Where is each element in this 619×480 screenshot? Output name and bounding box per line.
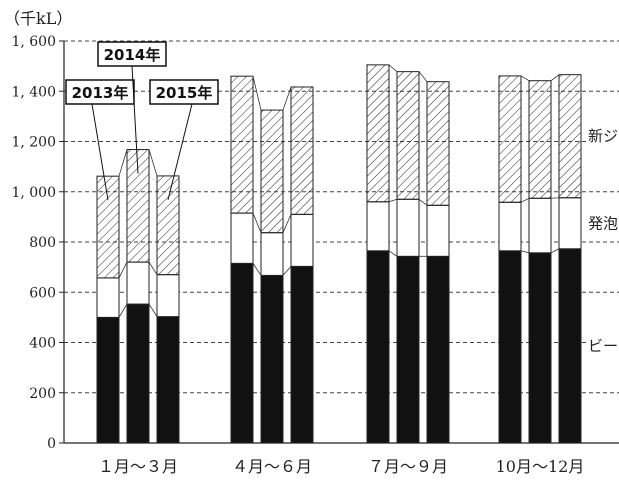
- bar-segment: [498, 201, 522, 252]
- callout-leader: [167, 103, 193, 201]
- connector-line: [550, 74, 560, 82]
- category-label: ４月～６月: [232, 457, 312, 476]
- bar-segment: [96, 277, 120, 318]
- bar-segment: [230, 75, 254, 214]
- bar-segment: [498, 75, 522, 203]
- connector-line: [418, 198, 428, 206]
- bar-segment: [96, 316, 120, 444]
- callout-box: [149, 79, 219, 105]
- bar-segment: [230, 262, 254, 444]
- bar-segment: [528, 197, 552, 254]
- category-label: ７月～９月: [368, 457, 448, 476]
- connector-line: [520, 197, 530, 203]
- y-tick-label: 800: [29, 235, 56, 251]
- connector-line: [252, 263, 262, 276]
- year-callouts: 2013年 2014年 2015年: [65, 41, 219, 201]
- connector-line: [520, 250, 530, 254]
- connector-line: [118, 149, 128, 177]
- bar-segment: [426, 204, 450, 257]
- callout-leader: [131, 65, 139, 174]
- series-label: ビー: [588, 337, 618, 355]
- y-tick-label: 200: [29, 386, 56, 402]
- bar-segment: [426, 255, 450, 444]
- bar-segment: [498, 250, 522, 444]
- y-tick-label: 1, 200: [11, 135, 56, 151]
- bar-segment: [558, 248, 582, 444]
- connector-line: [388, 198, 398, 203]
- bars: [96, 64, 582, 444]
- bar-segment: [290, 265, 314, 444]
- connector-line: [252, 76, 262, 111]
- bar-segment: [528, 252, 552, 444]
- y-tick-label: 400: [29, 336, 56, 352]
- connector-line: [282, 266, 292, 276]
- callout-label: 2015年: [156, 84, 213, 102]
- callout-box: [97, 41, 167, 67]
- callout-label: 2014年: [104, 46, 161, 64]
- connector-line: [388, 250, 398, 257]
- y-tick-label: 1, 600: [11, 34, 56, 50]
- bar-segment: [156, 316, 180, 444]
- bar-segment: [96, 175, 120, 279]
- bar-segment: [426, 81, 450, 206]
- y-tick-label: 600: [29, 285, 56, 301]
- bar-segment: [290, 213, 314, 267]
- connector-line: [388, 64, 398, 72]
- connector-line: [148, 303, 158, 317]
- category-label: 10月～12月: [496, 457, 585, 476]
- callout-box: [65, 79, 135, 105]
- y-tick-label: 0: [47, 436, 56, 452]
- bar-segment: [260, 274, 284, 444]
- connector-line: [252, 212, 262, 233]
- connector-line: [418, 71, 428, 82]
- connector-line: [550, 197, 560, 199]
- bar-segment: [260, 232, 284, 276]
- bar-segment: [126, 261, 150, 305]
- y-tick-label: 1, 400: [11, 84, 56, 100]
- connector-line: [148, 149, 158, 177]
- bar-segment: [366, 201, 390, 252]
- bar-segment: [396, 71, 420, 200]
- connector-line: [282, 86, 292, 111]
- bar-segment: [156, 274, 180, 318]
- connector-line: [118, 303, 128, 318]
- bar-segment: [156, 175, 180, 276]
- bar-segment: [290, 86, 314, 215]
- bar-segment: [230, 212, 254, 264]
- connector-line: [148, 261, 158, 275]
- connector-line: [550, 248, 560, 254]
- bar-segment: [558, 74, 582, 199]
- series-label-bg: [586, 211, 619, 234]
- series-label-bg: [586, 124, 619, 147]
- y-tick-label: 1, 000: [11, 185, 56, 201]
- bar-segment: [396, 198, 420, 257]
- bar-segment: [126, 303, 150, 444]
- connector-line: [520, 75, 530, 82]
- connector-line: [118, 261, 128, 279]
- bar-segment: [260, 109, 284, 234]
- series-label-bg: [586, 333, 619, 356]
- bar-segment: [558, 197, 582, 250]
- category-label: １月～３月: [98, 457, 178, 476]
- connector-line: [282, 214, 292, 233]
- callout-leader: [91, 103, 109, 201]
- bar-segment: [528, 80, 552, 199]
- bar-segment: [366, 64, 390, 203]
- unit-label: （千kL）: [4, 9, 72, 28]
- series-label: 新ジ: [588, 127, 618, 145]
- series-label: 発泡: [588, 214, 618, 232]
- bar-segment: [126, 149, 150, 263]
- callout-label: 2013年: [72, 84, 129, 102]
- labels: 0 200 400 600 800 1, 000 1, 200 1, 400 1, 600 １月～…: [11, 34, 619, 476]
- bar-segment: [396, 255, 420, 444]
- bar-segment: [366, 250, 390, 444]
